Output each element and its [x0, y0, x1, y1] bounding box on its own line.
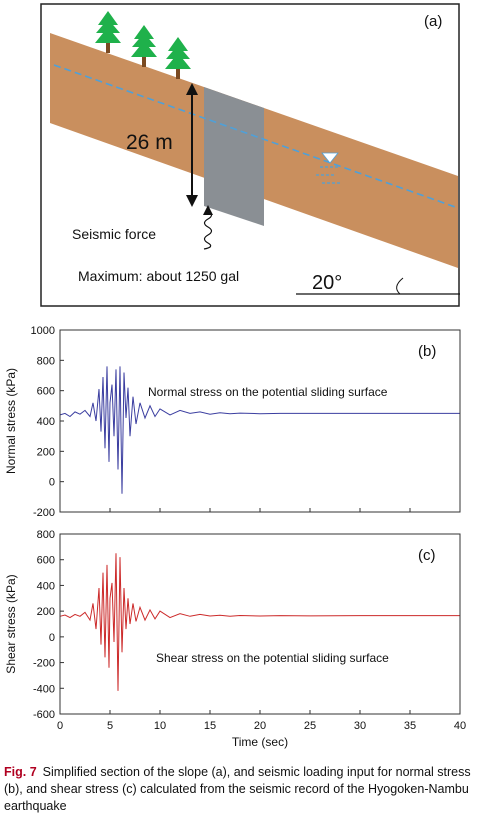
- depth-label: 26 m: [126, 131, 173, 154]
- y-ticks: -200 0 200 400 600 800 1000: [31, 325, 64, 519]
- panel-label-a: (a): [424, 13, 442, 30]
- arrowhead-icon: [186, 195, 198, 207]
- series-line: [59, 366, 460, 494]
- shear-stress-chart: -600 -400 -200 0 200 400 600 800 0 5 10 15 20 25 30 35…: [4, 529, 466, 749]
- x-tick-label: 25: [304, 720, 316, 732]
- plot-frame: [59, 329, 461, 513]
- shear-stress-annotation: Shear stress on the potential sliding su…: [156, 651, 389, 665]
- x-tick-label: 40: [454, 720, 466, 732]
- y-tick-label: 200: [37, 446, 55, 458]
- x-tick-label: 20: [254, 720, 266, 732]
- y-tick-label: 0: [49, 477, 55, 489]
- y-tick-label: 200: [37, 606, 55, 618]
- y-tick-label: 800: [37, 355, 55, 367]
- x-ticks: [59, 508, 461, 512]
- normal-stress-annotation: Normal stress on the potential sliding s…: [148, 385, 388, 399]
- y-tick-label: -600: [33, 709, 55, 721]
- seismic-wave-icon: [203, 210, 213, 250]
- water-table-line: [53, 64, 459, 209]
- slope-section-diagram: 26 m (a) Seismic force Maximum: about 12…: [40, 3, 460, 307]
- x-tick-label: 5: [107, 720, 113, 732]
- slope-angle-label: 20°: [312, 272, 342, 294]
- sliding-zone: [204, 87, 264, 226]
- y-axis-label: Shear stress (kPa): [4, 574, 18, 673]
- x-axis-label: Time (sec): [232, 735, 288, 749]
- figure-caption: Fig. 7 Simplified section of the slope (a…: [4, 764, 474, 815]
- x-tick-label: 0: [57, 720, 63, 732]
- x-tick-label: 15: [204, 720, 216, 732]
- panel-label-c: (c): [418, 547, 436, 564]
- max-acceleration-label: Maximum: about 1250 gal: [78, 268, 239, 284]
- arrowhead-icon: [203, 205, 213, 215]
- y-tick-label: 600: [37, 555, 55, 567]
- water-table-marker-icon: [321, 152, 339, 164]
- seismic-force-label: Seismic force: [72, 226, 156, 242]
- series-line: [59, 553, 460, 691]
- angle-arc: [396, 277, 404, 295]
- y-tick-label: 800: [37, 529, 55, 541]
- normal-stress-chart: -200 0 200 400 600 800 1000 (b) Normal stress …: [4, 325, 461, 519]
- y-axis-label: Normal stress (kPa): [4, 368, 18, 474]
- x-tick-label: 30: [354, 720, 366, 732]
- caption-text: Simplified section of the slope (a), and…: [4, 765, 471, 813]
- x-ticks: 0 5 10 15 20 25 30 35 40: [57, 710, 466, 732]
- y-tick-label: 0: [49, 632, 55, 644]
- panel-label-b: (b): [418, 343, 436, 360]
- y-tick-label: -200: [33, 507, 55, 519]
- y-tick-label: -200: [33, 658, 55, 670]
- y-tick-label: 600: [37, 386, 55, 398]
- arrowhead-icon: [186, 83, 198, 95]
- tree-icon: [95, 11, 121, 53]
- y-tick-label: 400: [37, 416, 55, 428]
- y-tick-label: 400: [37, 580, 55, 592]
- tree-icon: [165, 37, 191, 79]
- y-ticks: -600 -400 -200 0 200 400 600 800: [33, 529, 64, 721]
- figure-number: Fig. 7: [4, 765, 37, 779]
- tree-icon: [131, 25, 157, 67]
- plot-frame: [59, 533, 461, 715]
- x-tick-label: 10: [154, 720, 166, 732]
- x-tick-label: 35: [404, 720, 416, 732]
- y-tick-label: 1000: [31, 325, 55, 337]
- y-tick-label: -400: [33, 683, 55, 695]
